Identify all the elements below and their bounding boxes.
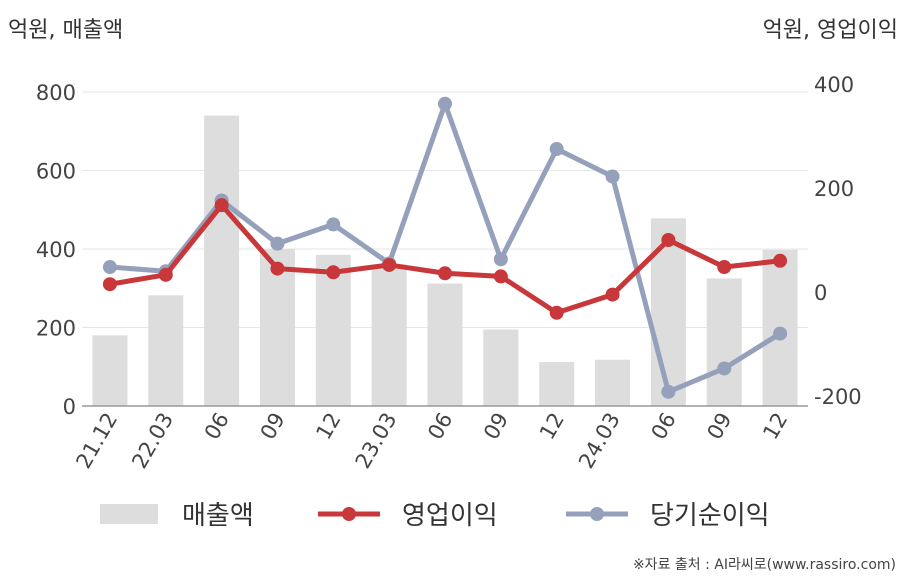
x-tick-label: 24.03 <box>574 409 625 473</box>
data-point <box>382 257 397 272</box>
legend-label: 당기순이익 <box>650 501 770 531</box>
right-tick-label: 0 <box>814 281 827 305</box>
legend-swatch-marker <box>590 507 604 521</box>
legend: 매출액 영업이익 당기순이익 <box>100 501 770 531</box>
left-tick-label: 200 <box>36 317 76 341</box>
legend-label: 영업이익 <box>402 501 498 531</box>
source-credit: ※자료 출처 : AI라씨로(www.rassiro.com) <box>632 557 896 573</box>
legend-label: 매출액 <box>182 501 254 531</box>
x-tick-label: 09 <box>479 409 513 444</box>
x-tick-label: 12 <box>758 409 792 444</box>
data-point <box>773 326 788 341</box>
x-tick-label: 09 <box>702 409 736 444</box>
left-axis-unit-label: 억원, 매출액 <box>8 18 124 43</box>
data-point <box>102 277 117 292</box>
left-tick-label: 600 <box>36 160 76 184</box>
data-point <box>605 169 620 184</box>
data-point <box>270 236 285 251</box>
legend-swatch <box>100 504 158 524</box>
right-tick-label: -200 <box>814 385 862 409</box>
bar <box>539 362 575 406</box>
x-tick-label: 06 <box>423 409 457 444</box>
line-series <box>102 96 788 399</box>
bar <box>706 278 742 406</box>
right-axis-unit-label: 억원, 영업이익 <box>762 18 898 43</box>
data-point <box>326 265 341 280</box>
data-point <box>493 252 508 267</box>
x-tick-label: 23.03 <box>351 409 402 473</box>
data-point <box>493 269 508 284</box>
x-tick-label: 21.12 <box>71 409 122 473</box>
x-tick-label: 22.03 <box>127 409 178 473</box>
bar <box>92 335 128 406</box>
x-tick-label: 12 <box>535 409 569 444</box>
legend-swatch-marker <box>342 507 356 521</box>
data-point <box>158 267 173 282</box>
bar <box>204 115 240 407</box>
bar <box>315 254 351 406</box>
data-point <box>102 260 117 275</box>
bar <box>483 329 519 406</box>
data-point <box>549 305 564 320</box>
x-tick-label: 06 <box>647 409 681 444</box>
bar <box>595 359 631 406</box>
left-tick-label: 400 <box>36 238 76 262</box>
left-tick-label: 0 <box>63 395 76 419</box>
data-point <box>605 287 620 302</box>
data-point <box>661 233 676 247</box>
data-point <box>438 96 452 111</box>
x-tick-label: 06 <box>200 409 234 444</box>
x-tick-label: 12 <box>311 409 345 444</box>
data-point <box>773 253 788 268</box>
bar <box>148 295 184 406</box>
right-tick-label: 400 <box>814 73 854 97</box>
data-point <box>270 261 285 276</box>
data-point <box>214 198 229 213</box>
x-tick-label: 09 <box>256 409 290 444</box>
data-point <box>549 142 564 156</box>
data-point <box>717 361 732 376</box>
data-point <box>661 384 676 399</box>
data-point <box>326 217 341 232</box>
bar <box>427 283 463 406</box>
bar <box>371 264 407 406</box>
left-tick-label: 800 <box>36 81 76 105</box>
bar-series <box>92 115 798 407</box>
data-point <box>717 260 732 275</box>
data-point <box>438 266 452 281</box>
right-tick-label: 200 <box>814 177 854 201</box>
